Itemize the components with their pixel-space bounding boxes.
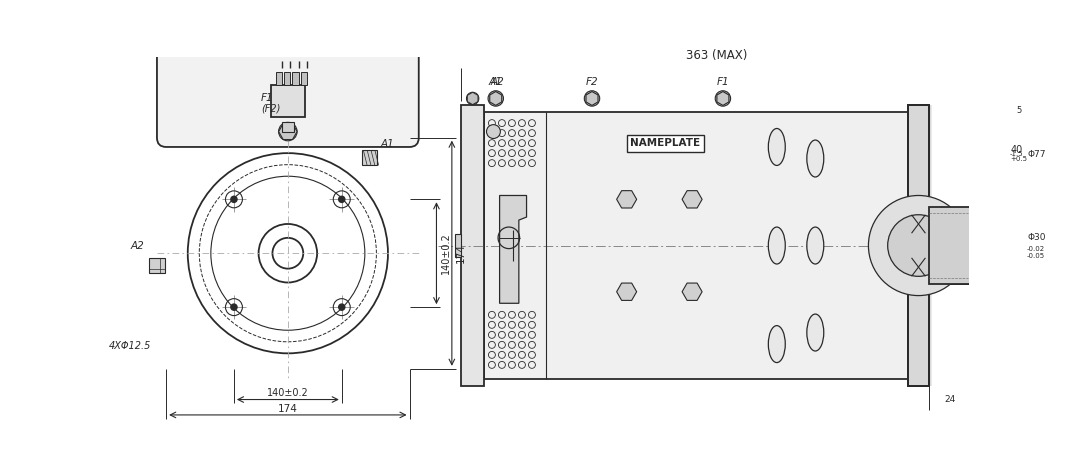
Ellipse shape — [768, 128, 785, 165]
Bar — [907, 105, 929, 386]
Text: 363 (MAX): 363 (MAX) — [686, 49, 747, 62]
Ellipse shape — [768, 227, 785, 264]
Text: 140±0.2: 140±0.2 — [441, 232, 450, 274]
Circle shape — [467, 92, 478, 105]
Text: A2: A2 — [131, 240, 145, 251]
Text: A2: A2 — [490, 76, 504, 87]
Circle shape — [486, 125, 500, 138]
Bar — [149, 258, 164, 273]
Text: A1: A1 — [380, 139, 394, 149]
Polygon shape — [907, 105, 929, 386]
Circle shape — [586, 93, 597, 104]
Text: 40: 40 — [1010, 145, 1023, 155]
FancyBboxPatch shape — [157, 0, 419, 147]
Text: F2: F2 — [585, 76, 598, 87]
Bar — [484, 112, 907, 379]
Polygon shape — [489, 91, 502, 105]
Text: 140±0.2: 140±0.2 — [267, 388, 309, 398]
Text: NAMEPLATE: NAMEPLATE — [630, 138, 700, 148]
Bar — [271, 84, 305, 117]
Text: F1: F1 — [261, 93, 273, 103]
Circle shape — [339, 196, 345, 202]
Circle shape — [584, 91, 599, 106]
Bar — [301, 72, 307, 84]
Bar — [284, 72, 291, 84]
Text: (F2): (F2) — [261, 103, 281, 113]
Bar — [929, 207, 972, 284]
Circle shape — [715, 91, 730, 106]
Text: +0.5: +0.5 — [1010, 156, 1027, 162]
Bar — [293, 72, 299, 84]
Circle shape — [888, 215, 949, 276]
Polygon shape — [468, 92, 478, 105]
Text: 4XΦ12.5: 4XΦ12.5 — [108, 341, 151, 351]
Text: A1: A1 — [489, 76, 502, 87]
Polygon shape — [717, 91, 729, 105]
Circle shape — [339, 304, 345, 310]
Ellipse shape — [807, 314, 824, 351]
Text: -1.5: -1.5 — [1010, 151, 1024, 156]
Circle shape — [717, 93, 728, 104]
Polygon shape — [586, 91, 598, 105]
Text: Φ30: Φ30 — [1027, 233, 1045, 242]
Circle shape — [868, 195, 969, 296]
Bar — [282, 122, 294, 132]
Circle shape — [231, 196, 237, 202]
Polygon shape — [500, 195, 527, 303]
Circle shape — [231, 304, 237, 310]
Text: 174: 174 — [456, 243, 467, 263]
Ellipse shape — [768, 326, 785, 363]
Bar — [275, 72, 282, 84]
Bar — [455, 234, 461, 257]
Circle shape — [490, 93, 501, 104]
Text: 24: 24 — [945, 395, 956, 404]
Text: Φ77: Φ77 — [1027, 150, 1045, 159]
Circle shape — [488, 91, 503, 106]
Polygon shape — [362, 150, 377, 165]
Bar — [626, 135, 704, 152]
Bar — [461, 105, 484, 386]
Text: 174: 174 — [278, 404, 298, 414]
Text: -0.05: -0.05 — [1027, 253, 1045, 259]
Ellipse shape — [807, 227, 824, 264]
Text: F1: F1 — [717, 76, 729, 87]
Circle shape — [279, 122, 297, 141]
Text: -0.02: -0.02 — [1027, 246, 1045, 252]
Bar — [907, 105, 929, 386]
Ellipse shape — [807, 140, 824, 177]
Text: 5: 5 — [1016, 106, 1022, 115]
Polygon shape — [279, 124, 297, 139]
